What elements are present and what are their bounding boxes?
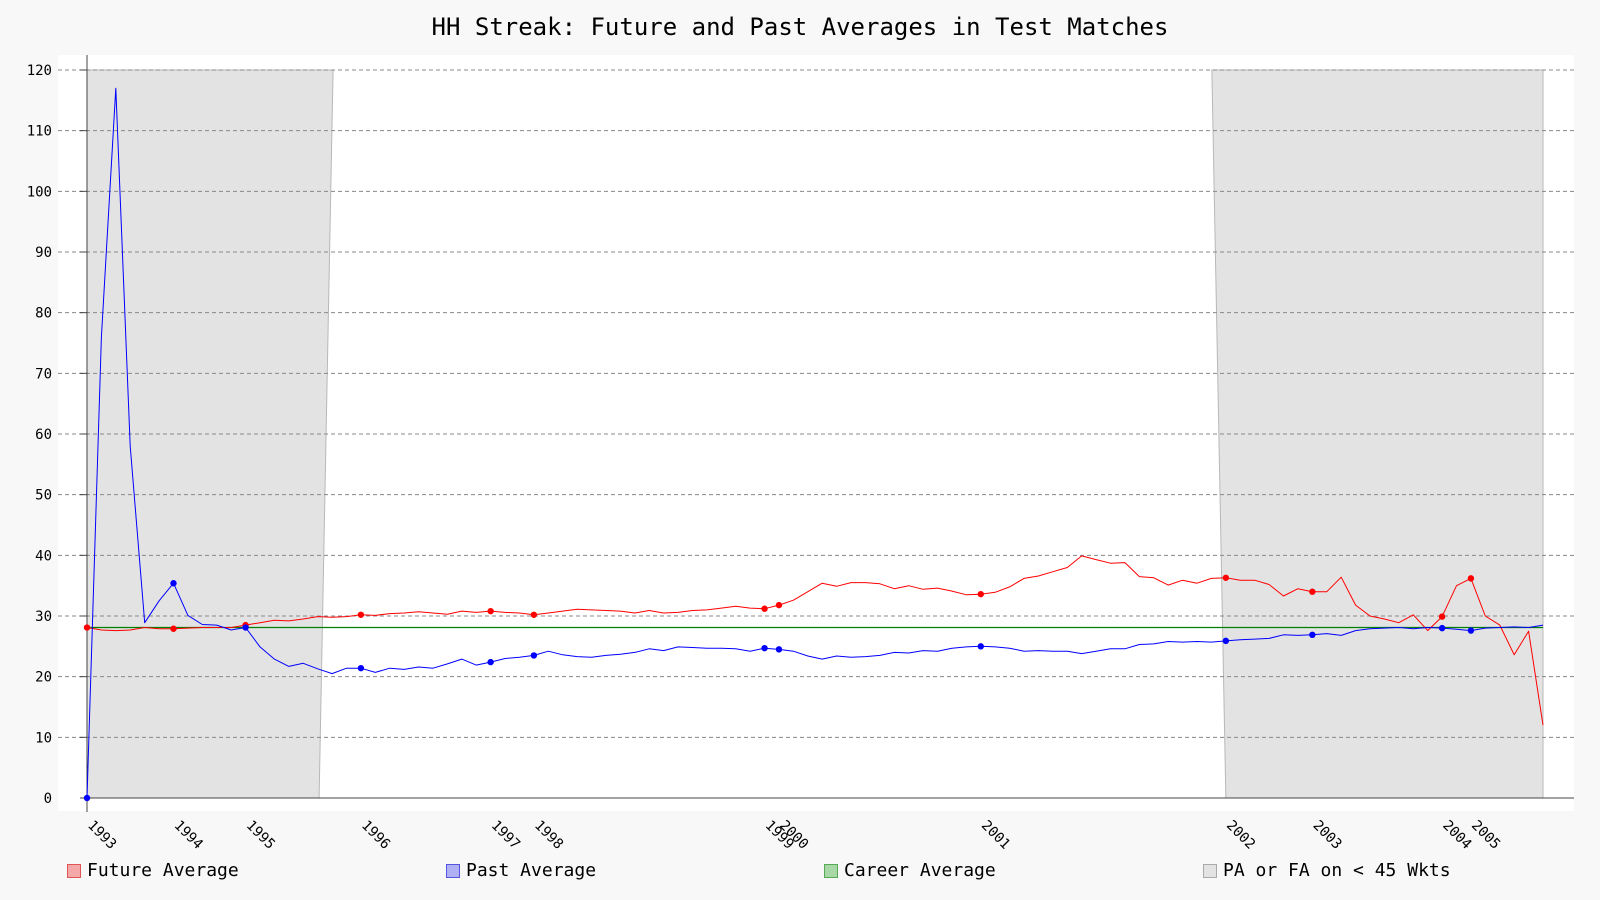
y-tick-label: 50: [35, 488, 52, 504]
past-average-point: [977, 643, 984, 650]
future-average-point: [1309, 588, 1316, 595]
future-average-point: [83, 624, 91, 631]
y-tick-label: 120: [27, 63, 52, 79]
y-tick-label: 30: [35, 609, 52, 625]
future-average-point: [530, 611, 538, 618]
future-average-point: [1438, 613, 1446, 620]
y-tick-label: 10: [35, 730, 52, 746]
past-average-point: [83, 794, 91, 802]
x-tick-label: 2001: [978, 818, 1013, 853]
future-average-point: [487, 607, 494, 615]
past-average-line: [86, 87, 1544, 799]
past-average-point: [242, 624, 249, 631]
x-tick-label: 1995: [243, 818, 278, 853]
future-average-line: [86, 555, 1544, 726]
past-average-point: [1222, 637, 1230, 645]
x-tick-label: 1996: [358, 818, 393, 853]
y-tick-label: 0: [44, 791, 52, 807]
legend: Future Average Past Average Career Avera…: [0, 860, 1600, 884]
y-tick-label: 90: [35, 245, 52, 261]
y-tick-label: 70: [35, 366, 52, 382]
x-tick-label: 1998: [531, 818, 566, 853]
legend-label-future: Future Average: [87, 860, 239, 881]
legend-swatch-career: [824, 863, 838, 878]
y-tick-label: 40: [35, 548, 52, 564]
future-average-point: [357, 611, 365, 618]
y-tick-label: 20: [35, 670, 52, 686]
chart-title: HH Streak: Future and Past Averages in T…: [432, 13, 1169, 41]
legend-item-shade[interactable]: PA or FA on < 45 Wkts: [1203, 860, 1451, 881]
x-tick-label: 1993: [84, 818, 119, 853]
past-average-point: [170, 580, 177, 587]
past-average-point: [357, 664, 365, 672]
past-average-point: [775, 646, 783, 653]
x-tick-label: 2005: [1468, 818, 1503, 853]
y-tick-label: 100: [27, 184, 52, 200]
legend-label-shade: PA or FA on < 45 Wkts: [1223, 860, 1451, 881]
legend-label-career: Career Average: [844, 860, 996, 881]
past-average-point: [761, 644, 768, 652]
future-average-point: [761, 605, 768, 612]
x-tick-label: 1994: [171, 818, 206, 853]
future-average-point: [977, 590, 984, 598]
legend-label-past: Past Average: [466, 860, 597, 881]
legend-swatch-past: [446, 863, 460, 878]
future-average-point: [775, 601, 783, 609]
x-tick-label: 2004: [1439, 818, 1474, 853]
y-tick-label: 60: [35, 427, 52, 443]
legend-item-future[interactable]: Future Average: [67, 860, 239, 881]
y-tick-label: 80: [35, 306, 52, 322]
future-average-point: [170, 625, 177, 632]
future-average-point: [1467, 575, 1475, 582]
x-tick-label: 2002: [1223, 818, 1258, 853]
x-tick-label: 1997: [488, 818, 523, 853]
past-average-point: [1438, 624, 1446, 632]
legend-item-career[interactable]: Career Average: [824, 860, 996, 881]
legend-swatch-shade: [1203, 863, 1217, 878]
past-average-point: [487, 658, 494, 666]
legend-item-past[interactable]: Past Average: [446, 860, 596, 881]
x-tick-label: 2003: [1310, 818, 1345, 853]
future-average-point: [1222, 574, 1230, 581]
past-average-point: [1309, 631, 1316, 639]
past-average-point: [1467, 627, 1475, 634]
y-tick-label: 110: [27, 124, 52, 140]
past-average-point: [530, 652, 538, 659]
legend-swatch-future: [67, 863, 81, 878]
